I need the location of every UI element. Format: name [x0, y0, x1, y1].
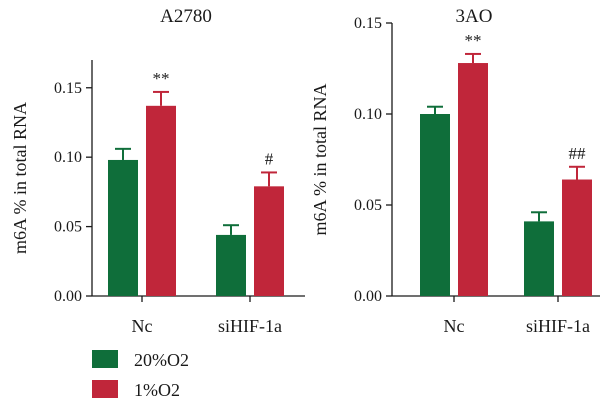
x-category-label: Nc [444, 316, 465, 336]
y-axis-label: m6A % in total RNA [10, 102, 30, 254]
chart-title: 3AO [456, 6, 493, 27]
y-tick-label: 0.05 [354, 197, 382, 214]
significance-annotation: # [265, 149, 274, 168]
y-tick-label: 0.15 [54, 80, 82, 97]
bar-o2-1-sihif [254, 186, 284, 296]
bar-o2-20-nc [108, 159, 138, 296]
x-category-label: Nc [132, 316, 153, 336]
y-tick-label: 0.00 [54, 288, 82, 305]
bar-o2-1-nc [146, 105, 176, 296]
y-tick-label: 0.10 [54, 149, 82, 166]
chart-panel-a2780: A2780 m6A % in total RNA 0.00 0.05 0.10 0.15 N… [10, 6, 305, 336]
y-axis-label: m6A % in total RNA [310, 84, 330, 236]
significance-annotation: ** [465, 31, 482, 50]
bar-o2-20-nc [420, 114, 450, 296]
x-category-label: siHIF-1a [218, 316, 282, 336]
legend-swatch-o2-1 [92, 380, 118, 398]
bar-o2-20-sihif [524, 221, 554, 296]
chart-panel-3ao: 3AO m6A % in total RNA 0.00 0.05 0.10 0.15 Nc s… [310, 6, 600, 336]
bar-o2-1-sihif [562, 179, 592, 296]
legend-label: 1%O2 [134, 380, 180, 400]
y-tick-label: 0.05 [54, 219, 82, 236]
legend-swatch-o2-20 [92, 350, 118, 368]
legend-label: 20%O2 [134, 350, 189, 370]
legend: 20%O2 1%O2 [92, 350, 189, 400]
bar-o2-1-nc [458, 63, 488, 296]
x-category-label: siHIF-1a [526, 316, 590, 336]
significance-annotation: ## [569, 144, 587, 163]
y-tick-label: 0.00 [354, 288, 382, 305]
bar-o2-20-sihif [216, 234, 246, 296]
significance-annotation: ** [153, 69, 170, 88]
chart-title: A2780 [160, 6, 212, 27]
y-tick-label: 0.15 [354, 15, 382, 32]
y-tick-label: 0.10 [354, 106, 382, 123]
